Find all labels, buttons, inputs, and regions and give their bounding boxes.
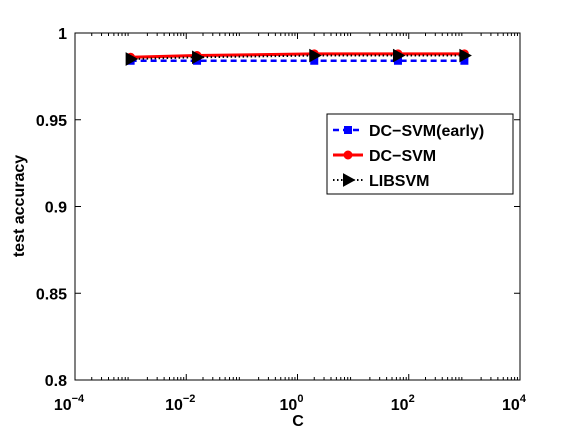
plot-frame <box>74 32 521 381</box>
data-point <box>459 48 472 63</box>
x-tick-base: 10 <box>54 397 72 414</box>
y-tick-label: 0.85 <box>36 286 67 303</box>
y-tick-label: 0.95 <box>36 113 67 130</box>
legend-entry: LIBSVM <box>333 173 429 190</box>
series-layer <box>125 48 472 66</box>
x-tick-base: 10 <box>502 397 520 414</box>
legend-label: DC−SVM(early) <box>369 123 484 140</box>
y-axis-ticks: 0.8 0.85 0.9 0.95 1 <box>36 26 520 390</box>
x-axis-ticks: 10−4 10−2 100 102 104 <box>54 33 527 414</box>
x-tick-exponent: 0 <box>297 393 303 405</box>
legend-entry: DC−SVM <box>333 148 436 165</box>
data-point <box>192 50 205 65</box>
legend-marker <box>343 173 356 187</box>
data-point <box>392 48 406 63</box>
legend: DC−SVM(early) DC−SVM LIBSVM <box>326 113 514 195</box>
data-point <box>125 52 139 66</box>
x-tick-exponent: −4 <box>72 393 85 405</box>
legend-marker <box>344 126 352 134</box>
y-tick-label: 0.9 <box>45 200 67 217</box>
y-axis-title: test accuracy <box>11 155 28 257</box>
x-tick-base: 10 <box>280 397 298 414</box>
legend-entry: DC−SVM(early) <box>333 123 484 140</box>
x-tick-base: 10 <box>165 397 183 414</box>
y-tick-label: 1 <box>58 26 67 43</box>
x-tick-label: 102 <box>391 393 415 414</box>
plot-area <box>74 32 521 381</box>
series-2 <box>125 48 472 66</box>
legend-label: LIBSVM <box>369 173 429 190</box>
x-tick-exponent: 4 <box>520 393 527 405</box>
x-tick-exponent: −2 <box>183 393 196 405</box>
x-tick-base: 10 <box>391 397 409 414</box>
x-tick-label: 10−4 <box>54 393 85 414</box>
legend-label: DC−SVM <box>369 148 436 165</box>
x-tick-label: 100 <box>280 393 304 414</box>
legend-marker <box>343 150 353 160</box>
x-axis-title: C <box>292 413 304 430</box>
x-tick-exponent: 2 <box>409 393 415 405</box>
y-tick-label: 0.8 <box>45 373 67 390</box>
series-line <box>130 54 465 61</box>
data-point <box>309 48 322 63</box>
x-tick-label: 10−2 <box>165 393 195 414</box>
x-tick-label: 104 <box>502 393 527 414</box>
